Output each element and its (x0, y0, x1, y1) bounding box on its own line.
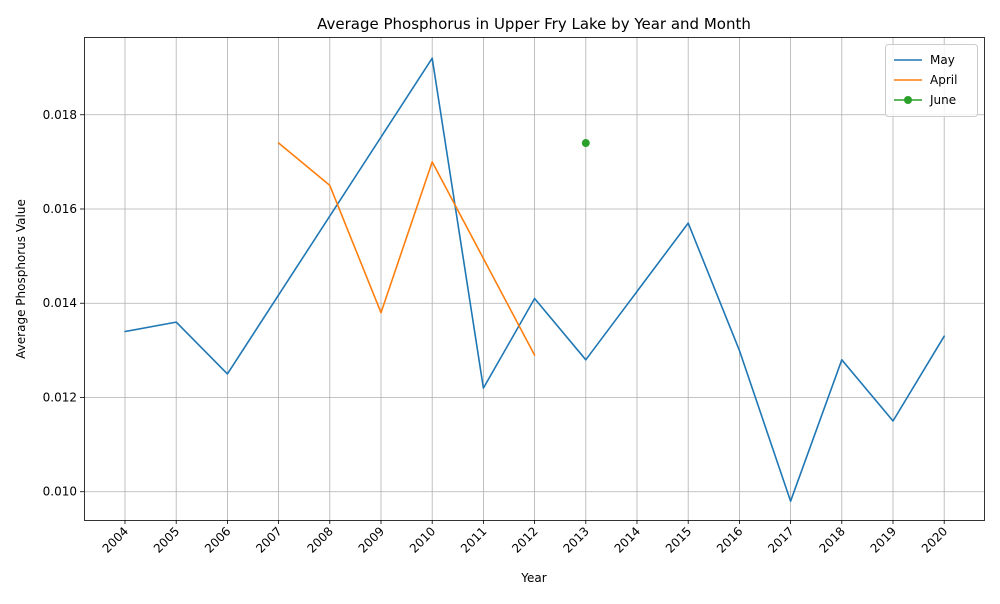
y-tick-label: 0.010 (43, 485, 77, 499)
legend-marker-june (904, 96, 912, 104)
data-point-may (790, 500, 792, 502)
y-tick-label: 0.018 (43, 108, 77, 122)
data-point-may (534, 298, 536, 300)
data-point-april (329, 185, 331, 187)
data-point-may (739, 350, 741, 352)
data-point-june (581, 139, 590, 148)
legend-entries: May April June (894, 53, 957, 107)
grid-layer (84, 37, 984, 520)
data-point-april (278, 142, 280, 144)
legend: May April June (885, 44, 978, 117)
chart-title: Average Phosphorus in Upper Fry Lake by … (317, 15, 751, 33)
legend-label-june: June (929, 93, 956, 107)
x-axis-label: Year (520, 571, 546, 585)
data-point-may (943, 335, 945, 337)
data-point-april (380, 312, 382, 314)
data-point-may (175, 321, 177, 323)
data-point-may (431, 57, 433, 59)
series-layer (124, 57, 946, 503)
legend-entry-may: May (894, 53, 955, 67)
y-tick-label: 0.012 (43, 390, 77, 404)
y-tick-label: 0.016 (43, 202, 77, 216)
data-point-may (892, 420, 894, 422)
series-line-may (124, 57, 946, 503)
legend-entry-april: April (894, 73, 957, 87)
data-point-may (124, 331, 126, 333)
data-point-may (585, 359, 587, 361)
y-axis-label: Average Phosphorus Value (14, 199, 28, 359)
y-axis-ticks: 0.010 0.012 0.014 0.016 0.018 (43, 108, 84, 499)
data-point-may (687, 222, 689, 224)
data-point-may (841, 359, 843, 361)
y-tick-label: 0.014 (43, 296, 77, 310)
data-point-april (431, 161, 433, 163)
data-point-april (534, 354, 536, 356)
legend-label-april: April (930, 73, 957, 87)
legend-entry-june: June (894, 93, 956, 107)
legend-label-may: May (930, 53, 955, 67)
series-line-april (277, 142, 536, 356)
data-point-may (483, 387, 485, 389)
data-point-may (227, 373, 229, 375)
